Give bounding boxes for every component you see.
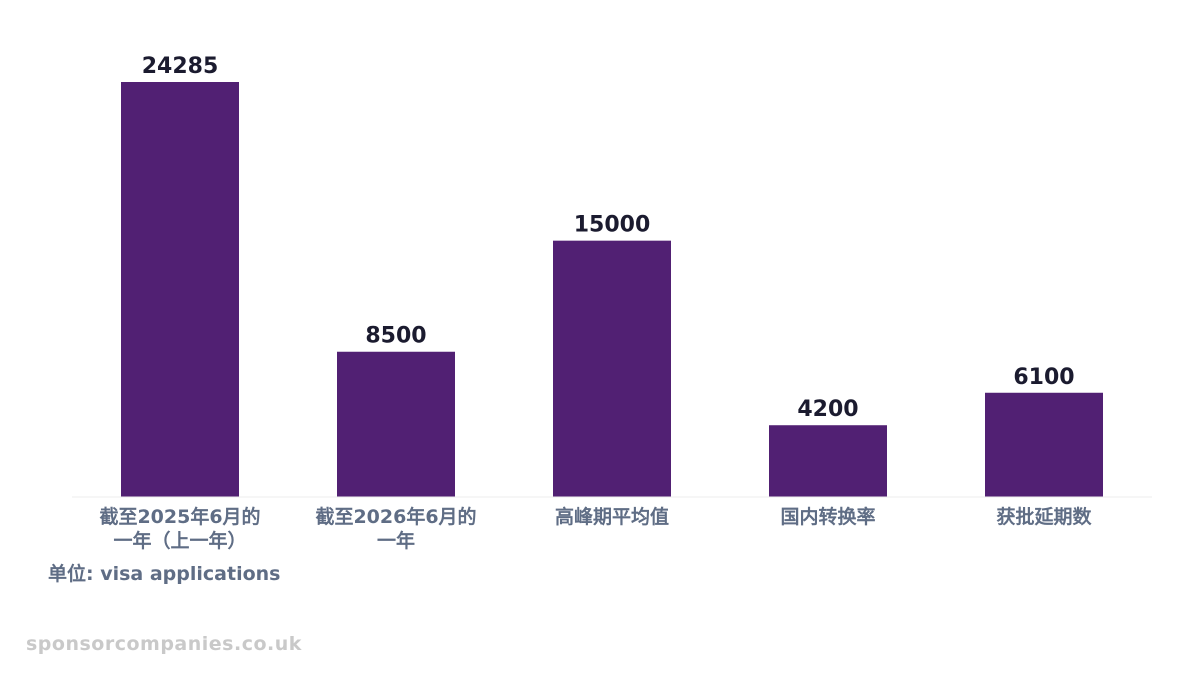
category-labels-group: 截至2025年6月的一年（上一年） 截至2026年6月的一年 高峰期平均值 国内转换率…	[99, 505, 1092, 552]
value-label-4: 6100	[1013, 365, 1074, 390]
bar-0	[121, 82, 239, 497]
value-label-2: 15000	[574, 213, 651, 238]
category-label-0: 截至2025年6月的一年（上一年）	[99, 505, 260, 552]
bar-1	[337, 351, 455, 497]
value-label-0: 24285	[142, 54, 219, 79]
category-label-4: 获批延期数	[996, 505, 1092, 528]
bar-4	[985, 392, 1103, 497]
bar-3	[769, 425, 887, 497]
category-label-1: 截至2026年6月的一年	[315, 505, 476, 552]
value-label-3: 4200	[797, 397, 858, 422]
unit-label: 单位: visa applications	[48, 562, 280, 585]
bars-group	[121, 82, 1103, 497]
category-label-2: 高峰期平均值	[555, 505, 669, 528]
category-label-3: 国内转换率	[780, 505, 875, 528]
bar-2	[553, 240, 671, 497]
watermark: sponsorcompanies.co.uk	[26, 633, 302, 655]
value-labels-group: 24285 8500 15000 4200 6100	[142, 54, 1075, 422]
value-label-1: 8500	[365, 324, 426, 349]
